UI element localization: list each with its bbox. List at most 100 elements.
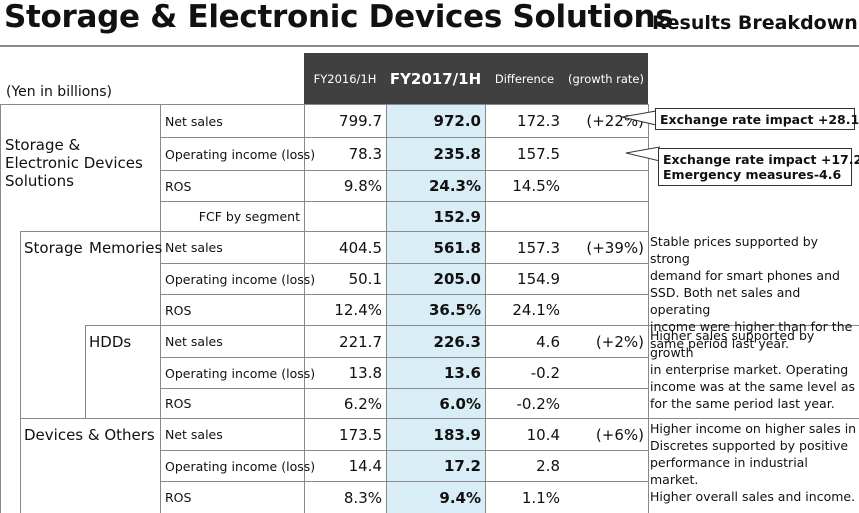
value-fy2016: 78.3 — [348, 145, 382, 163]
note-line: Higher income on higher sales in — [650, 421, 857, 436]
grid-line — [160, 137, 648, 138]
grid-line — [20, 231, 648, 232]
segment-devices-others: Devices & Others — [24, 426, 155, 444]
value-fy2017: 972.0 — [433, 112, 481, 130]
value-fy2017: 24.3% — [428, 177, 481, 195]
row-label-ros: ROS — [165, 490, 192, 505]
value-fy2017: 183.9 — [433, 425, 481, 444]
grid-line — [485, 104, 486, 513]
note-devices-others: Higher income on higher sales in Discret… — [650, 420, 858, 505]
callout-emergency-measures-value: -4.6 — [813, 167, 842, 182]
note-line: demand for smart phones and — [650, 268, 840, 283]
grid-line — [304, 104, 305, 513]
value-difference: 157.5 — [517, 145, 560, 163]
value-fy2016: 14.4 — [348, 457, 382, 475]
value-fy2016: 50.1 — [348, 270, 382, 288]
row-label-ros: ROS — [165, 178, 192, 194]
note-line: income were higher than for the — [650, 319, 853, 334]
row-label-operating-income: Operating income (loss) — [165, 458, 316, 474]
note-line: for the same period last year. — [650, 396, 835, 411]
row-label-ros: ROS — [165, 302, 192, 318]
value-growth-rate: (+6%) — [595, 425, 644, 444]
value-fy2017: 235.8 — [433, 145, 481, 163]
note-line: Higher overall sales and income. — [650, 489, 856, 504]
note-line: Stable prices supported by strong — [650, 234, 819, 266]
grid-line — [386, 104, 387, 513]
value-fy2017: 17.2 — [443, 457, 481, 475]
grid-line — [160, 294, 648, 295]
grid-line — [20, 418, 859, 419]
note-line: Higher sales supported by growth — [650, 328, 815, 360]
value-fy2017: 205.0 — [433, 270, 481, 288]
unit-label: (Yen in billions) — [6, 84, 112, 100]
value-fy2017: 9.4% — [439, 488, 481, 507]
header-fy2016: FY2016/1H — [304, 53, 386, 104]
grid-line — [648, 104, 649, 513]
row-label-net-sales: Net sales — [165, 334, 223, 349]
value-fcf: 152.9 — [433, 207, 481, 226]
value-fy2016: 221.7 — [339, 332, 382, 351]
note-line: same period last year. — [650, 336, 790, 351]
row-label-operating-income: Operating income (loss) — [165, 146, 316, 162]
note-line: Discretes supported by positive — [650, 438, 849, 453]
grid-line — [0, 104, 1, 513]
note-line: in enterprise market. Operating — [650, 362, 849, 377]
grid-line — [85, 325, 859, 326]
grid-line — [160, 450, 648, 451]
value-fy2016: 6.2% — [343, 394, 382, 413]
grid-line — [85, 325, 86, 418]
segment-memories: Memories — [89, 239, 163, 257]
header-growth-rate: (growth rate) — [564, 53, 648, 104]
value-fy2016: 799.7 — [339, 112, 382, 130]
callout-operating-income: Exchange rate impact +17.2 Emergency mea… — [658, 148, 859, 186]
value-fy2017: 13.6 — [443, 364, 481, 382]
note-line: SSD. Both net sales and operating — [650, 285, 801, 317]
value-difference: -0.2 — [530, 364, 560, 382]
callout-emergency-measures-label: Emergency measures — [663, 167, 814, 182]
callout-leader-lines — [621, 110, 660, 162]
segment-hdds: HDDs — [89, 333, 132, 351]
header-difference: Difference — [485, 53, 564, 104]
note-memories: Stable prices supported by strong demand… — [650, 233, 858, 352]
grid-line — [160, 481, 648, 482]
value-fy2017: 36.5% — [428, 301, 481, 319]
value-fy2016: 13.8 — [348, 364, 382, 382]
value-fy2016: 9.8% — [343, 177, 382, 195]
title-divider — [0, 45, 859, 47]
grid-line — [160, 357, 648, 358]
grid-line — [160, 388, 648, 389]
callout-exchange-rate-op-income: Exchange rate impact +17.2 — [663, 152, 859, 167]
segment-total: Storage & Electronic Devices Solutions — [5, 136, 143, 190]
value-difference: 14.5% — [512, 177, 560, 195]
grid-line — [0, 104, 648, 105]
callout-emergency-measures-row: Emergency measures -4.6 — [663, 167, 847, 182]
value-growth-rate: (+2%) — [595, 332, 644, 351]
value-difference: 154.9 — [517, 270, 560, 288]
grid-line — [160, 263, 648, 264]
row-label-net-sales: Net sales — [165, 113, 223, 129]
grid-line — [20, 231, 21, 513]
value-fy2017: 561.8 — [433, 238, 481, 257]
value-fy2016: 173.5 — [339, 425, 382, 444]
value-fy2016: 12.4% — [334, 301, 382, 319]
value-fy2016: 404.5 — [339, 238, 382, 257]
value-growth-rate: (+39%) — [586, 238, 644, 257]
callout-exchange-rate-net-sales: Exchange rate impact +28.1 — [655, 108, 859, 130]
row-label-fcf: FCF by segment — [198, 209, 300, 224]
header-fy2017: FY2017/1H — [386, 53, 485, 104]
value-difference: 10.4 — [526, 425, 560, 444]
value-difference: 1.1% — [521, 488, 560, 507]
note-line: performance in industrial market. — [650, 455, 808, 487]
note-hdds: Higher sales supported by growth in ente… — [650, 327, 858, 412]
page-subtitle: Results Breakdown — [652, 12, 858, 34]
value-difference: 172.3 — [517, 112, 560, 130]
value-difference: 157.3 — [517, 238, 560, 257]
grid-line — [160, 170, 648, 171]
fy2017-column-highlight — [386, 104, 485, 513]
value-difference: 2.8 — [536, 457, 560, 475]
row-label-ros: ROS — [165, 396, 192, 411]
value-fy2016: 8.3% — [343, 488, 382, 507]
grid-line — [160, 201, 648, 202]
value-fy2017: 226.3 — [433, 332, 481, 351]
row-label-operating-income: Operating income (loss) — [165, 271, 316, 287]
